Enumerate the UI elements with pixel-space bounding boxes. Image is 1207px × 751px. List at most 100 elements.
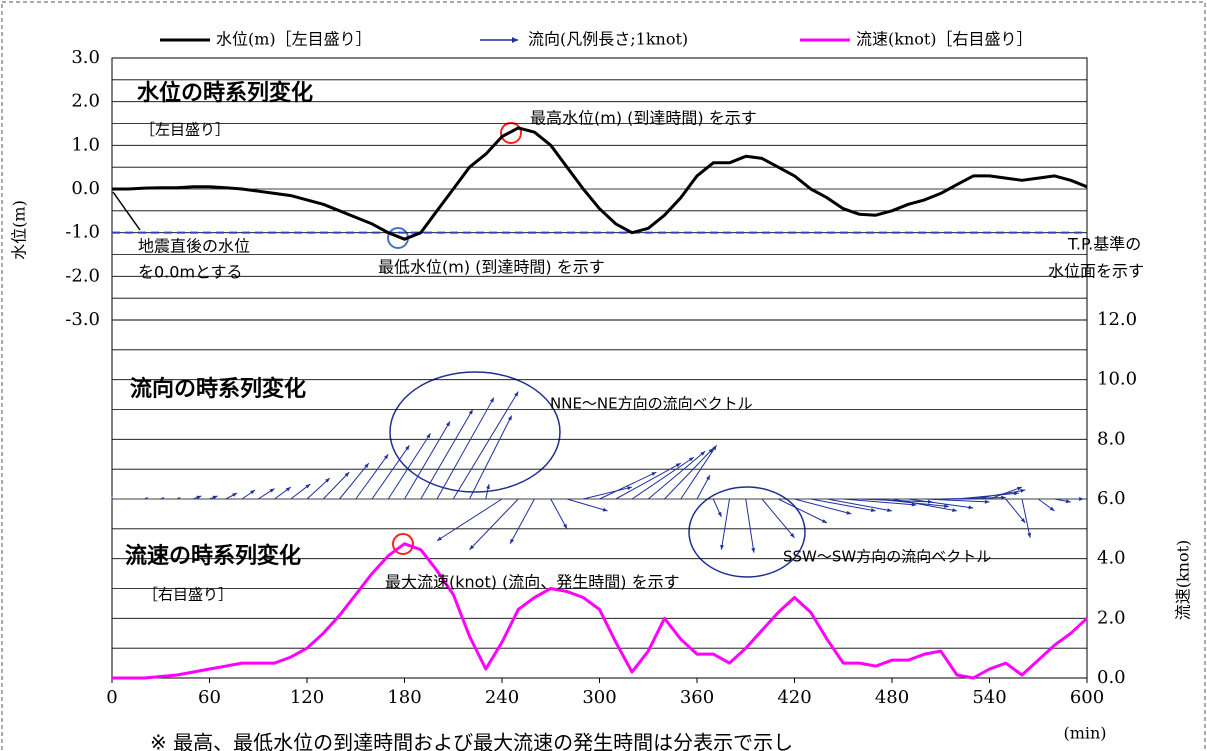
- vector-head: [706, 475, 710, 481]
- annotation: ［右目盛り］: [143, 586, 233, 604]
- x-tick-label: 300: [582, 687, 616, 708]
- vector-head: [1001, 495, 1006, 500]
- y-tick-label: -2.0: [65, 265, 100, 286]
- vector: [745, 498, 755, 553]
- vector: [664, 447, 714, 500]
- vector: [826, 498, 893, 512]
- x-tick-label: 360: [680, 687, 714, 708]
- annotation: 流向の時系列変化: [130, 376, 306, 402]
- vector: [924, 498, 990, 503]
- vector: [794, 498, 852, 515]
- vector-head: [1020, 518, 1026, 523]
- x-tick-label: 420: [777, 687, 811, 708]
- vector-head: [887, 508, 892, 513]
- vector: [1005, 498, 1026, 524]
- vector-head: [911, 502, 917, 507]
- annotation: 流速の時系列変化: [125, 543, 301, 569]
- y-tick-label: -1.0: [65, 222, 100, 243]
- vector: [1021, 498, 1031, 538]
- vector: [469, 415, 513, 500]
- annotation: 地震直後の水位: [138, 237, 250, 256]
- annotation: 最大流速(knot) (流向、発生時間) を示す: [385, 573, 680, 592]
- vector-head: [1020, 488, 1026, 493]
- y2-tick-label: 8.0: [1097, 428, 1126, 449]
- x-tick-label: 240: [485, 687, 519, 708]
- vector-head: [1049, 506, 1055, 511]
- vector-head: [344, 472, 350, 477]
- vector-head: [1079, 497, 1084, 501]
- vector: [891, 498, 958, 512]
- vector-head: [269, 488, 275, 493]
- vector-head: [1065, 499, 1071, 504]
- vector-head: [944, 504, 949, 508]
- y2-tick-label: 12.0: [1097, 309, 1137, 330]
- y2-tick-label: 2.0: [1097, 607, 1126, 628]
- vector: [371, 445, 410, 500]
- vector-head: [720, 544, 725, 550]
- x-tick-label: 120: [290, 687, 324, 708]
- vector-head: [285, 487, 291, 492]
- vector: [420, 409, 474, 500]
- annotation: 水位面を示す: [1048, 262, 1144, 281]
- y2-tick-label: 0.0: [1097, 667, 1126, 688]
- vector: [306, 477, 331, 500]
- vector-head: [486, 484, 490, 489]
- vector-head: [984, 499, 990, 504]
- legend-label: 水位(m)［左目盛り］: [216, 30, 372, 49]
- vector-head: [212, 495, 218, 500]
- vector-head: [364, 463, 369, 468]
- vector-head: [651, 472, 657, 476]
- y2-tick-label: 4.0: [1097, 548, 1126, 569]
- vector-head: [469, 545, 475, 550]
- vector: [680, 445, 717, 500]
- y-tick-label: 3.0: [71, 47, 100, 68]
- highlight: [688, 486, 806, 578]
- vector: [720, 498, 730, 550]
- vector: [859, 498, 933, 503]
- annotation: 最高水位(m) (到達時間) を示す: [530, 109, 757, 128]
- y-tick-label: 1.0: [71, 134, 100, 155]
- vector: [322, 471, 350, 500]
- vector: [843, 498, 917, 506]
- y2-tick-label: 10.0: [1097, 369, 1137, 390]
- vector: [989, 486, 1023, 500]
- vector-head: [688, 457, 694, 462]
- vector-head: [790, 533, 795, 538]
- vector: [387, 433, 431, 500]
- vector-head: [846, 510, 852, 515]
- legend-swatch: [512, 37, 518, 43]
- vector-head: [468, 409, 473, 415]
- vector-head: [1017, 486, 1022, 491]
- vector: [908, 498, 974, 509]
- x-tick-label: 540: [972, 687, 1006, 708]
- vector-head: [627, 486, 632, 491]
- vector: [566, 498, 608, 512]
- vector-head: [445, 421, 450, 427]
- vector: [339, 462, 370, 500]
- vector-head: [870, 508, 876, 513]
- vector: [761, 498, 795, 539]
- x-axis-label: (min): [1063, 724, 1106, 743]
- vector: [436, 397, 495, 500]
- x-tick-label: 60: [198, 687, 221, 708]
- vector: [509, 498, 535, 544]
- vector-head: [196, 495, 202, 500]
- vector: [452, 391, 519, 500]
- vector: [810, 498, 876, 512]
- highlight: [500, 122, 522, 144]
- y2-axis-label: 流速(knot): [1174, 540, 1193, 621]
- vector-head: [437, 536, 442, 541]
- vector: [176, 497, 181, 500]
- vector-head: [708, 448, 714, 453]
- vector: [973, 489, 1026, 500]
- annotation: 水位の時系列変化: [137, 80, 313, 106]
- vector-head: [510, 538, 515, 544]
- vector: [144, 497, 148, 500]
- vector: [940, 497, 1006, 500]
- vector-head: [563, 523, 567, 529]
- annotation: ［左目盛り］: [140, 121, 230, 139]
- vector-head: [700, 451, 706, 456]
- vector: [404, 421, 451, 500]
- vector-head: [489, 397, 494, 403]
